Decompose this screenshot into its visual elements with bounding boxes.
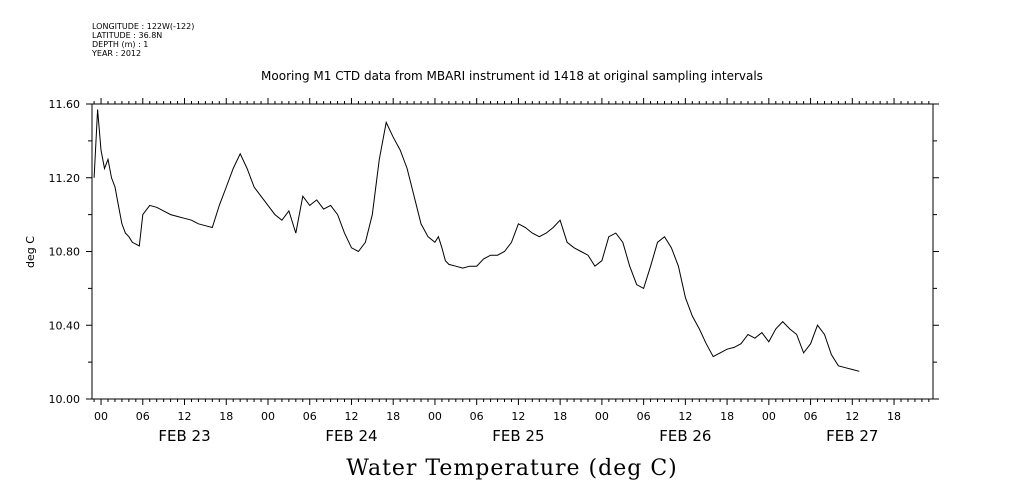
date-label: FEB 24 <box>325 427 377 445</box>
x-tick-label: 18 <box>553 410 567 423</box>
x-axis: 00 06 12 18 00 06 12 18 00 06 12 18 00 06 12 18 00 06 12 18… <box>93 98 930 445</box>
x-tick-label: 12 <box>511 410 525 423</box>
x-tick-label: 12 <box>678 410 692 423</box>
y-tick-label: 10.00 <box>49 393 81 406</box>
y-axis-label: deg C <box>24 236 37 268</box>
date-label: FEB 27 <box>826 427 878 445</box>
x-tick-label: 00 <box>428 410 442 423</box>
x-tick-label: 18 <box>219 410 233 423</box>
latitude-label: LATITUDE : 36.8N <box>92 31 163 40</box>
x-tick-label: 12 <box>845 410 859 423</box>
y-tick-label: 10.40 <box>49 319 81 332</box>
depth-label: DEPTH (m) : 1 <box>92 40 149 49</box>
date-label: FEB 23 <box>158 427 210 445</box>
x-tick-label: 00 <box>762 410 776 423</box>
temperature-line <box>93 109 860 372</box>
x-tick-label: 06 <box>136 410 150 423</box>
metadata-block: LONGITUDE : 122W(-122) LATITUDE : 36.8N … <box>92 22 194 58</box>
chart-title: Mooring M1 CTD data from MBARI instrumen… <box>261 69 763 83</box>
y-tick-label: 11.60 <box>49 98 81 111</box>
x-axis-title: Water Temperature (deg C) <box>346 456 678 481</box>
x-tick-label: 06 <box>637 410 651 423</box>
x-tick-label: 18 <box>887 410 901 423</box>
x-tick-label: 00 <box>595 410 609 423</box>
x-tick-label: 12 <box>344 410 358 423</box>
year-label: YEAR : 2012 <box>92 49 142 58</box>
x-tick-label: 06 <box>804 410 818 423</box>
date-label: FEB 26 <box>659 427 711 445</box>
plot-frame <box>91 103 934 400</box>
x-tick-label: 12 <box>178 410 192 423</box>
x-tick-label: 00 <box>261 410 275 423</box>
y-tick-label: 11.20 <box>49 172 81 185</box>
date-label: FEB 25 <box>492 427 544 445</box>
x-tick-label: 00 <box>94 410 108 423</box>
longitude-label: LONGITUDE : 122W(-122) <box>92 22 195 31</box>
x-tick-label: 18 <box>386 410 400 423</box>
y-tick-label: 10.80 <box>49 246 81 259</box>
y-axis: 10.00 10.40 10.80 11.20 11.60 <box>49 98 939 406</box>
x-tick-label: 18 <box>720 410 734 423</box>
x-tick-label: 06 <box>470 410 484 423</box>
x-tick-label: 06 <box>303 410 317 423</box>
